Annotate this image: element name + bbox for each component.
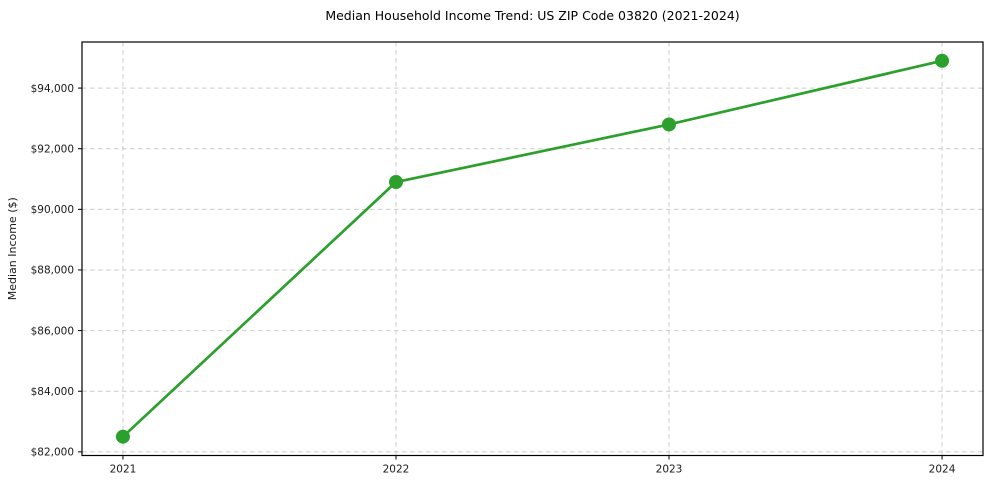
income-trend-line	[121, 59, 944, 439]
data-point-marker	[935, 53, 950, 68]
y-axis-label: Median Income ($)	[6, 197, 19, 300]
y-tick-label: $88,000	[31, 265, 74, 277]
data-point-marker	[388, 175, 403, 190]
data-point-marker	[662, 117, 677, 132]
y-tick-label: $84,000	[31, 386, 74, 398]
x-tick-label: 2024	[929, 464, 956, 476]
y-tick-label: $92,000	[31, 143, 74, 155]
data-point-marker	[115, 429, 130, 444]
x-tick-label: 2023	[656, 464, 683, 476]
y-tick-label: $90,000	[31, 204, 74, 216]
plot-border	[81, 41, 984, 457]
x-tick-label: 2022	[383, 464, 410, 476]
y-tick-label: $94,000	[31, 83, 74, 95]
chart-title: Median Household Income Trend: US ZIP Co…	[325, 8, 740, 23]
y-tick-label: $86,000	[31, 325, 74, 337]
x-tick-label: 2021	[110, 464, 137, 476]
y-tick-label: $82,000	[31, 447, 74, 459]
